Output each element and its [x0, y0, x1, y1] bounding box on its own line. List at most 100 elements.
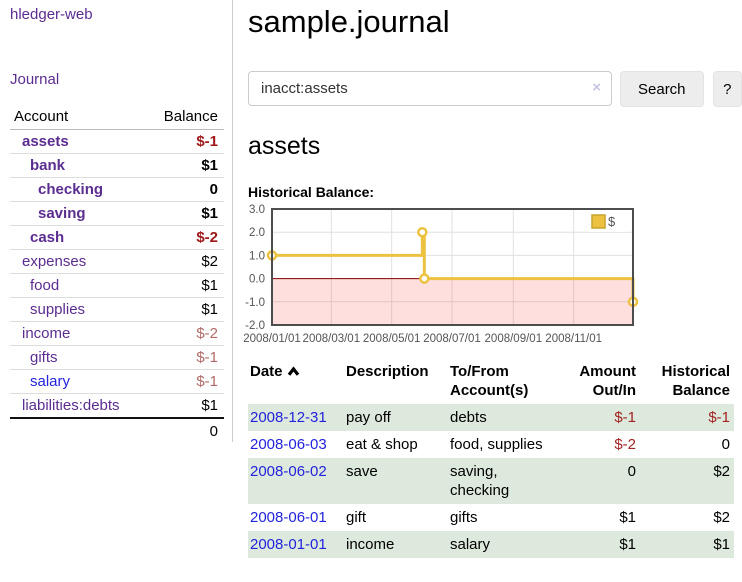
cell-accounts: gifts	[450, 509, 478, 526]
search-form: × Search ?	[248, 71, 742, 107]
account-tree-header: Account Balance	[10, 105, 224, 130]
y-axis-tick-label: 1.0	[249, 250, 265, 262]
account-balance: $-2	[196, 229, 218, 246]
cell-accounts: saving, checking	[450, 463, 510, 499]
account-balance: $1	[201, 397, 218, 414]
legend-label: $	[608, 214, 616, 229]
account-tree-total: 0	[10, 417, 224, 440]
account-balance: $1	[201, 277, 218, 294]
cell-accounts: salary	[450, 536, 491, 553]
column-header-label: Description	[346, 363, 429, 380]
cell-balance: $-1	[708, 409, 730, 426]
register-row: 2008-06-01 gift gifts $1 $2	[248, 504, 734, 531]
x-axis-tick-label: 2008/07/01	[423, 333, 481, 345]
column-header-amount: Amount Out/In	[552, 360, 640, 404]
y-axis-tick-label: 2.0	[249, 227, 265, 239]
x-axis-tick-label: 2008/05/01	[363, 333, 421, 345]
account-link[interactable]: checking	[38, 181, 104, 198]
cell-date: 2008-01-01	[248, 531, 344, 558]
column-header-date[interactable]: Date	[248, 360, 344, 404]
help-button[interactable]: ?	[712, 71, 742, 107]
account-row: income $-2	[10, 322, 224, 346]
clear-search-icon[interactable]: ×	[592, 79, 601, 96]
account-balance: $1	[201, 157, 218, 174]
search-input[interactable]	[248, 71, 612, 106]
cell-description: save	[346, 463, 378, 480]
account-link[interactable]: food	[30, 277, 60, 294]
cell-date: 2008-06-02	[248, 458, 344, 504]
account-link[interactable]: bank	[30, 157, 66, 174]
transaction-date-link[interactable]: 2008-06-03	[250, 436, 327, 453]
account-heading: assets	[248, 132, 321, 160]
sidebar-item-journal[interactable]: Journal	[10, 71, 60, 88]
account-row: expenses $2	[10, 250, 224, 274]
register-row: 2008-06-02 save saving, checking 0 $2	[248, 458, 734, 504]
cell-date: 2008-06-01	[248, 504, 344, 531]
account-link[interactable]: assets	[22, 133, 69, 150]
account-row: cash $-2	[10, 226, 224, 250]
sort-ascending-icon	[287, 366, 299, 376]
cell-amount: $-2	[614, 436, 636, 453]
account-link[interactable]: gifts	[30, 349, 58, 366]
data-point-marker	[419, 273, 430, 284]
cell-date: 2008-06-03	[248, 431, 344, 458]
y-axis-tick-label: -1.0	[245, 297, 265, 309]
cell-accounts: debts	[450, 409, 487, 426]
y-axis-tick-label: -2.0	[245, 320, 265, 332]
cell-description: pay off	[346, 409, 391, 426]
account-balance: $2	[201, 253, 218, 270]
column-header-description: Description	[344, 360, 448, 404]
transaction-date-link[interactable]: 2008-06-02	[250, 463, 327, 480]
y-axis-tick-label: 0.0	[249, 274, 265, 286]
cell-amount: 0	[627, 463, 636, 480]
data-point-marker	[417, 226, 428, 238]
account-tree: Account Balance assets $-1 bank $1 checking 0…	[10, 105, 224, 440]
column-header-label: Amount Out/In	[579, 363, 636, 399]
cell-amount: $1	[619, 509, 636, 526]
search-button[interactable]: Search	[620, 71, 704, 107]
cell-description: gift	[346, 509, 367, 526]
register-row: 2008-12-31 pay off debts $-1 $-1	[248, 404, 734, 431]
account-balance: $-1	[196, 373, 218, 390]
cell-description: income	[346, 536, 395, 553]
cell-date: 2008-12-31	[248, 404, 344, 431]
account-link[interactable]: cash	[30, 229, 65, 246]
y-axis-tick-label: 3.0	[249, 204, 265, 216]
app-title-link[interactable]: hledger-web	[10, 6, 93, 23]
account-link[interactable]: liabilities:debts	[22, 397, 120, 414]
register-row: 2008-06-03 eat & shop food, supplies $-2 0	[248, 431, 734, 458]
account-row: assets $-1	[10, 130, 224, 154]
cell-description: eat & shop	[346, 436, 418, 453]
cell-balance: $2	[713, 463, 730, 480]
main-content: sample.journal × Search ? assets Histori…	[243, 0, 742, 558]
account-link[interactable]: supplies	[30, 301, 86, 318]
account-link[interactable]: income	[22, 325, 71, 342]
x-axis-tick-label: 2008/03/01	[303, 333, 361, 345]
register-header-row: Date Description To/From Account(s) Amount …	[248, 360, 734, 404]
account-balance: $1	[201, 205, 218, 222]
account-link[interactable]: expenses	[22, 253, 87, 270]
account-column-header: Account	[14, 108, 69, 125]
cell-balance: 0	[721, 436, 730, 453]
account-link[interactable]: salary	[30, 373, 71, 390]
x-axis-tick-label: 2008/01/01	[243, 333, 301, 345]
cell-amount: $1	[619, 536, 636, 553]
transaction-date-link[interactable]: 2008-06-01	[250, 509, 327, 526]
account-link[interactable]: saving	[38, 205, 86, 222]
x-axis-tick-label: 2008/09/01	[485, 333, 543, 345]
account-row: bank $1	[10, 154, 224, 178]
negative-region	[272, 278, 633, 325]
account-balance: $1	[201, 301, 218, 318]
account-balance: $-1	[196, 133, 218, 150]
plot-border	[271, 208, 634, 326]
transaction-date-link[interactable]: 2008-01-01	[250, 536, 327, 553]
transaction-date-link[interactable]: 2008-12-31	[250, 409, 327, 426]
x-axis-tick-label: 2008/11/01	[545, 333, 602, 345]
register-row: 2008-01-01 income salary $1 $1	[248, 531, 734, 558]
page-title: sample.journal	[248, 4, 450, 39]
register-table: Date Description To/From Account(s) Amount …	[248, 360, 734, 558]
column-header-label: To/From Account(s)	[450, 363, 529, 399]
account-balance: $-1	[196, 349, 218, 366]
search-input-wrap: ×	[248, 71, 612, 106]
